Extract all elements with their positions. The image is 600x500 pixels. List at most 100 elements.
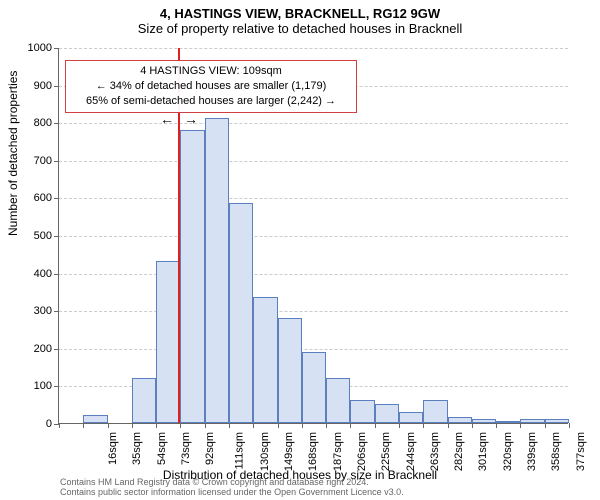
annotation-box: 4 HASTINGS VIEW: 109sqm← 34% of detached… — [65, 60, 357, 113]
xtick-label: 111sqm — [233, 432, 245, 470]
xtick-label: 263sqm — [429, 432, 441, 471]
histogram-bar — [545, 419, 569, 423]
histogram-bar — [302, 352, 326, 423]
xtick-label: 377sqm — [575, 432, 587, 471]
gridline-h — [59, 161, 568, 162]
chart-title-line1: 4, HASTINGS VIEW, BRACKNELL, RG12 9GW — [0, 6, 600, 21]
histogram-bar — [229, 203, 253, 423]
ytick-mark — [54, 274, 59, 275]
y-axis-label: Number of detached properties — [6, 71, 20, 236]
footer-attribution: Contains HM Land Registry data © Crown c… — [60, 478, 404, 498]
xtick-label: 320sqm — [502, 432, 514, 471]
xtick-label: 282sqm — [453, 432, 465, 471]
xtick-label: 225sqm — [380, 432, 392, 471]
plot-area: ←→4 HASTINGS VIEW: 109sqm← 34% of detach… — [58, 48, 568, 424]
histogram-bar — [326, 378, 350, 423]
xtick-mark — [253, 423, 254, 428]
histogram-bar — [83, 415, 107, 423]
xtick-mark — [180, 423, 181, 428]
arrow-left-icon: ← — [160, 112, 174, 126]
xtick-mark — [108, 423, 109, 428]
histogram-bar — [180, 130, 204, 423]
xtick-mark — [399, 423, 400, 428]
ytick-label: 600 — [0, 192, 52, 204]
gridline-h — [59, 236, 568, 237]
gridline-h — [59, 274, 568, 275]
xtick-label: 244sqm — [405, 432, 417, 471]
xtick-mark — [496, 423, 497, 428]
gridline-h — [59, 349, 568, 350]
chart-title-line2: Size of property relative to detached ho… — [0, 21, 600, 36]
ytick-label: 400 — [0, 268, 52, 280]
ytick-mark — [54, 48, 59, 49]
ytick-label: 300 — [0, 305, 52, 317]
histogram-bar — [205, 118, 229, 423]
ytick-label: 900 — [0, 80, 52, 92]
ytick-mark — [54, 86, 59, 87]
xtick-label: 301sqm — [478, 432, 490, 471]
chart-title-block: 4, HASTINGS VIEW, BRACKNELL, RG12 9GW Si… — [0, 0, 600, 36]
footer-line2: Contains public sector information licen… — [60, 488, 404, 498]
gridline-h — [59, 48, 568, 49]
annotation-line3: 65% of semi-detached houses are larger (… — [72, 94, 350, 109]
histogram-bar — [472, 419, 496, 423]
xtick-mark — [423, 423, 424, 428]
histogram-bar — [156, 261, 180, 423]
histogram-bar — [448, 417, 472, 423]
xtick-mark — [59, 423, 60, 428]
xtick-mark — [132, 423, 133, 428]
xtick-mark — [520, 423, 521, 428]
xtick-mark — [448, 423, 449, 428]
xtick-label: 130sqm — [259, 432, 271, 471]
ytick-mark — [54, 123, 59, 124]
xtick-mark — [229, 423, 230, 428]
ytick-mark — [54, 311, 59, 312]
xtick-mark — [472, 423, 473, 428]
histogram-bar — [132, 378, 156, 423]
ytick-mark — [54, 236, 59, 237]
xtick-label: 73sqm — [180, 432, 192, 465]
xtick-label: 339sqm — [526, 432, 538, 471]
ytick-label: 1000 — [0, 42, 52, 54]
histogram-bar — [520, 419, 544, 423]
xtick-mark — [205, 423, 206, 428]
xtick-mark — [545, 423, 546, 428]
xtick-mark — [156, 423, 157, 428]
ytick-label: 800 — [0, 117, 52, 129]
annotation-line2: ← 34% of detached houses are smaller (1,… — [72, 79, 350, 94]
xtick-label: 358sqm — [550, 432, 562, 471]
xtick-mark — [83, 423, 84, 428]
ytick-label: 0 — [0, 418, 52, 430]
gridline-h — [59, 198, 568, 199]
chart-area: ←→4 HASTINGS VIEW: 109sqm← 34% of detach… — [58, 48, 568, 424]
ytick-label: 700 — [0, 155, 52, 167]
xtick-mark — [302, 423, 303, 428]
arrow-right-icon: → — [184, 112, 198, 126]
ytick-label: 500 — [0, 230, 52, 242]
xtick-mark — [350, 423, 351, 428]
xtick-mark — [326, 423, 327, 428]
ytick-mark — [54, 161, 59, 162]
xtick-mark — [569, 423, 570, 428]
annotation-line1: 4 HASTINGS VIEW: 109sqm — [72, 64, 350, 79]
xtick-label: 16sqm — [107, 432, 119, 465]
histogram-bar — [278, 318, 302, 423]
xtick-label: 187sqm — [332, 432, 344, 471]
histogram-bar — [375, 404, 399, 423]
xtick-label: 35sqm — [131, 432, 143, 465]
histogram-bar — [496, 421, 520, 423]
xtick-label: 149sqm — [283, 432, 295, 471]
histogram-bar — [399, 412, 423, 423]
ytick-mark — [54, 349, 59, 350]
ytick-label: 200 — [0, 343, 52, 355]
xtick-label: 168sqm — [308, 432, 320, 471]
ytick-label: 100 — [0, 380, 52, 392]
histogram-bar — [350, 400, 374, 423]
ytick-mark — [54, 386, 59, 387]
xtick-label: 54sqm — [156, 432, 168, 465]
ytick-mark — [54, 198, 59, 199]
xtick-label: 92sqm — [204, 432, 216, 465]
gridline-h — [59, 311, 568, 312]
gridline-h — [59, 123, 568, 124]
histogram-bar — [423, 400, 447, 423]
